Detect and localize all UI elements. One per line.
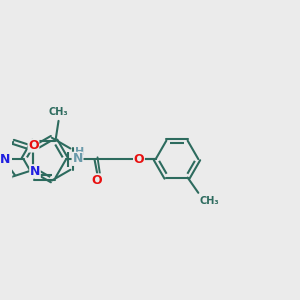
Text: N: N [72,152,83,165]
Text: O: O [92,174,102,187]
Text: N: N [0,153,11,166]
Text: CH₃: CH₃ [200,196,220,206]
Text: H: H [75,147,85,158]
Text: CH₃: CH₃ [49,107,68,117]
Text: N: N [30,165,40,178]
Text: O: O [28,139,39,152]
Text: O: O [134,153,144,166]
